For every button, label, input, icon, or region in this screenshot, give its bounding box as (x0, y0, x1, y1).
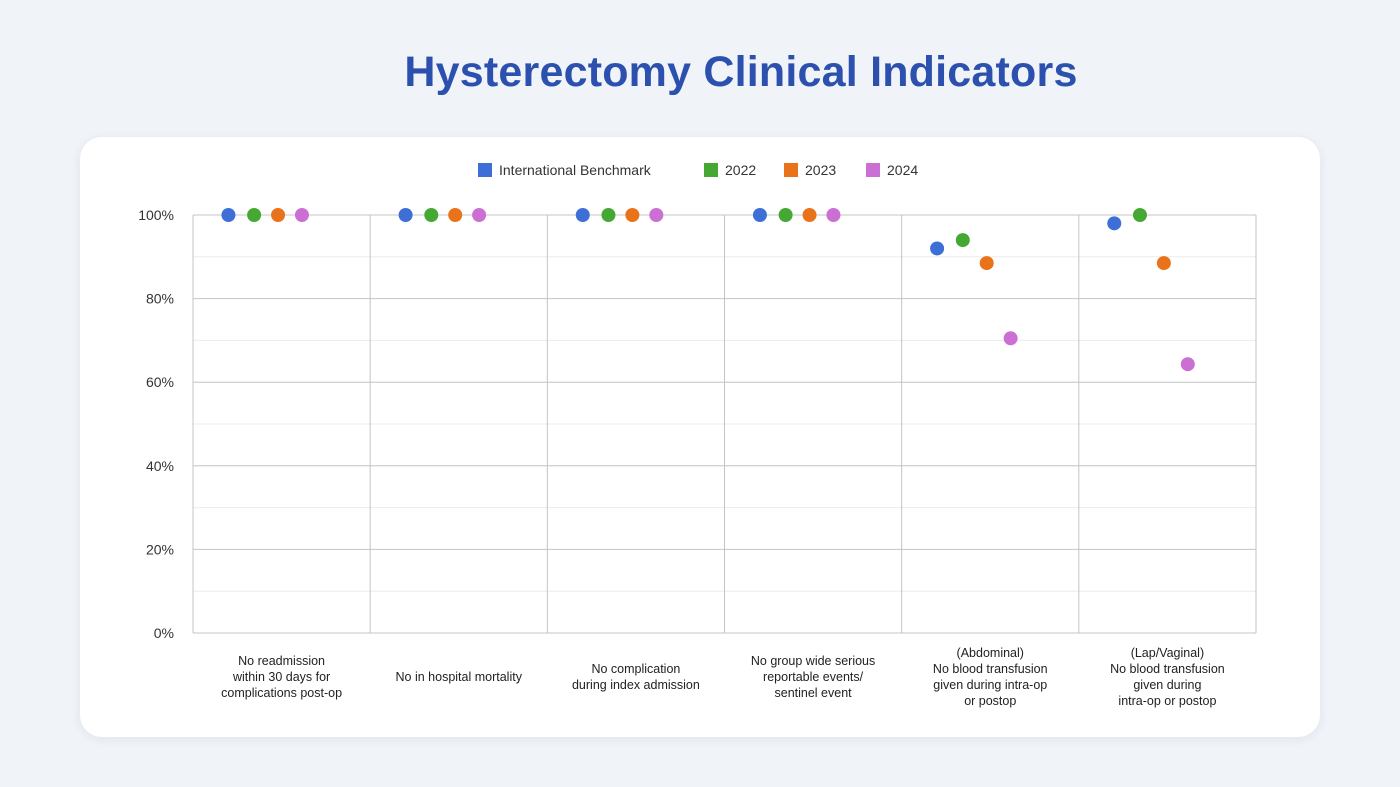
chart-card (80, 137, 1320, 737)
data-point (1156, 256, 1171, 271)
y-tick-label: 0% (154, 625, 174, 641)
x-category-label: No group wide serious (751, 654, 875, 668)
legend-label: 2024 (887, 162, 918, 178)
data-point (472, 208, 487, 222)
x-category-label: given during intra-op (933, 678, 1047, 692)
data-point (955, 233, 970, 248)
data-point (979, 256, 994, 271)
data-point (1132, 208, 1147, 222)
x-category-label: reportable events/ (763, 670, 864, 684)
x-category-label: given during (1133, 678, 1201, 692)
x-category-label: (Lap/Vaginal) (1131, 646, 1204, 660)
x-category-label: sentinel event (775, 686, 853, 700)
data-point (448, 208, 463, 222)
data-point (1003, 331, 1018, 346)
y-tick-label: 60% (146, 374, 174, 390)
data-point (424, 208, 439, 222)
y-tick-label: 40% (146, 458, 174, 474)
data-point (575, 208, 590, 222)
x-category-label: No in hospital mortality (396, 670, 523, 684)
page-title: Hysterectomy Clinical Indicators (404, 48, 1078, 96)
data-point (601, 208, 616, 222)
legend-label: 2023 (805, 162, 836, 178)
data-point (752, 208, 767, 222)
x-category-label: complications post-op (221, 686, 342, 700)
x-category-label: No readmission (238, 654, 325, 668)
legend-swatch (478, 163, 492, 177)
x-category-label: No complication (591, 662, 680, 676)
x-category-label: No blood transfusion (1110, 662, 1225, 676)
y-tick-label: 80% (146, 291, 174, 307)
legend-swatch (784, 163, 798, 177)
data-point (1180, 357, 1195, 372)
x-category-label: No blood transfusion (933, 662, 1048, 676)
y-tick-label: 100% (138, 207, 174, 223)
legend-swatch (866, 163, 880, 177)
legend-label: 2022 (725, 162, 756, 178)
data-point (398, 208, 413, 222)
data-point (625, 208, 640, 222)
data-point (778, 208, 793, 222)
legend-label: International Benchmark (499, 162, 652, 178)
data-point (1107, 216, 1122, 231)
x-category-label: within 30 days for (232, 670, 330, 684)
x-category-label: during index admission (572, 678, 700, 692)
y-tick-label: 20% (146, 541, 174, 557)
data-point (294, 208, 309, 222)
x-category-label: (Abdominal) (957, 646, 1024, 660)
x-category-label: intra-op or postop (1118, 694, 1216, 708)
data-point (930, 241, 945, 256)
data-point (247, 208, 262, 222)
x-category-label: or postop (964, 694, 1016, 708)
data-point (221, 208, 236, 222)
data-point (802, 208, 817, 222)
data-point (649, 208, 664, 222)
legend-swatch (704, 163, 718, 177)
data-point (826, 208, 841, 222)
data-point (271, 208, 286, 222)
